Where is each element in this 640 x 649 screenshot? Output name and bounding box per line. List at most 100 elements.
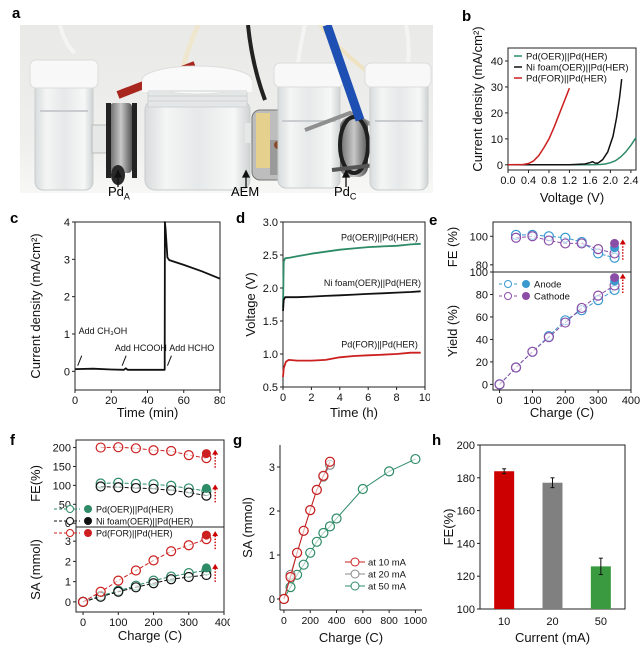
x-tick-label: 4 <box>337 392 343 404</box>
x-tick-label: 40 <box>141 395 153 407</box>
x-axis-label: Time (min) <box>117 405 179 420</box>
y-tick-label: 80 <box>476 260 488 272</box>
legend-marker-open <box>66 517 74 525</box>
y-tick-label: 30 <box>491 82 503 94</box>
y-tick-label: 3.0 <box>263 217 278 229</box>
x-tick-label: 50 <box>595 616 607 628</box>
data-point <box>311 484 322 495</box>
data-point <box>113 442 124 453</box>
increase-arrow-head <box>212 563 219 569</box>
y-tick-label: 20 <box>476 357 488 369</box>
data-point <box>183 540 194 551</box>
legend-label: Cathode <box>534 292 570 303</box>
chart-c: 0 20 40 60 80 0 1 2 3 4 Time (min) Current density … <box>28 217 225 420</box>
y-tick-label: 0.5 <box>263 382 278 394</box>
y-tick-label: 2.0 <box>263 283 278 295</box>
y-tick-label: 100 <box>53 480 71 492</box>
y-axis-label: SA (mmol) <box>240 497 255 558</box>
x-tick-label: 0.8 <box>541 175 556 187</box>
data-point <box>278 593 290 605</box>
data-point <box>324 521 336 532</box>
panel-letter-b: b <box>462 8 472 25</box>
photo-arrows <box>113 169 351 187</box>
data-point <box>318 470 329 481</box>
data-point <box>331 513 342 524</box>
series-line <box>508 79 623 166</box>
y-tick-label: 100 <box>457 604 475 616</box>
x-tick-label: 1.6 <box>582 175 597 187</box>
x-tick-label: 2.4 <box>623 175 638 187</box>
data-point <box>527 231 538 242</box>
legend-label: Ni foam(OER)||Pd(HER) <box>96 517 193 527</box>
legend-marker-filled <box>522 292 530 300</box>
increase-arrow-head <box>619 239 626 245</box>
y-tick-label: 2 <box>269 506 275 518</box>
x-tick-label: 10 <box>498 616 510 628</box>
legend-marker-filled <box>84 505 92 513</box>
data-point <box>166 445 177 457</box>
data-point <box>166 485 177 496</box>
chart-h: 10 20 50 100 120 140 160 180 200 Current (mA) FE(%… <box>441 440 626 645</box>
data-point <box>384 466 395 477</box>
x-tick-label: 0.0 <box>500 175 515 187</box>
legend-marker-open <box>504 280 512 288</box>
y-axis-label: Voltage (V) <box>245 272 258 336</box>
data-point <box>183 487 194 498</box>
legend-label: Ni foam(OER)||Pd(HER) <box>526 63 629 74</box>
data-point <box>560 317 571 328</box>
x-tick-label: 200 <box>144 617 162 629</box>
series-line <box>282 351 421 378</box>
increase-arrow-head <box>212 484 219 490</box>
x-tick-label: 0 <box>281 615 287 627</box>
y-tick-label: 3 <box>269 462 275 474</box>
x-tick-label: 800 <box>380 615 398 627</box>
data-point <box>95 586 106 597</box>
panel-letter-d: d <box>236 210 246 227</box>
x-tick-label: 2.0 <box>603 175 618 187</box>
y-axis-label: FE(%) <box>441 509 456 546</box>
x-tick-label: 300 <box>589 395 607 407</box>
x-tick-label: 100 <box>523 395 541 407</box>
x-tick-label: 80 <box>214 395 225 407</box>
y-axis-label: FE (%) <box>445 227 460 267</box>
series-label: Pd(OER)||Pd(HER) <box>341 232 418 242</box>
y-tick-label: 0 <box>269 594 275 606</box>
y-tick-label: 180 <box>457 473 475 485</box>
legend-label: Anode <box>534 280 561 291</box>
x-axis-label: Voltage (V) <box>540 190 604 205</box>
data-point <box>148 483 159 494</box>
x-tick-label: 6 <box>365 392 371 404</box>
y-tick-label: 40 <box>476 334 488 346</box>
data-point <box>291 547 303 558</box>
data-point <box>113 586 124 597</box>
annotation-label: Add HCHO <box>169 343 214 353</box>
panel-letter-g: g <box>233 432 243 449</box>
y-tick-label: 40 <box>491 56 503 68</box>
series-line <box>74 221 221 371</box>
data-point <box>77 596 89 607</box>
series-line <box>282 290 421 312</box>
legend-marker-open <box>66 505 74 513</box>
x-tick-label: 0 <box>280 392 286 404</box>
legend-label: at 10 mA <box>368 558 407 569</box>
y-tick-label: 160 <box>457 506 475 518</box>
x-tick-label: 400 <box>328 615 346 627</box>
legend-marker <box>350 557 360 567</box>
panel-letter-h: h <box>432 432 442 449</box>
data-point <box>560 238 571 249</box>
x-tick-label: 10 <box>419 392 430 404</box>
data-point <box>543 332 554 343</box>
legend-marker-open <box>66 529 74 537</box>
x-tick-label: 200 <box>301 615 319 627</box>
x-tick-label: 0.4 <box>521 175 536 187</box>
data-point <box>148 578 159 589</box>
y-tick-label: 1.0 <box>263 349 278 361</box>
data-point <box>527 346 538 357</box>
data-point <box>357 483 368 495</box>
filled-data-point <box>610 238 620 248</box>
y-axis-label: Yield (%) <box>445 305 460 357</box>
plot-frame <box>282 221 426 388</box>
annotation-label: Add CH₃OH <box>79 326 128 336</box>
legend-label: at 50 mA <box>368 582 407 593</box>
